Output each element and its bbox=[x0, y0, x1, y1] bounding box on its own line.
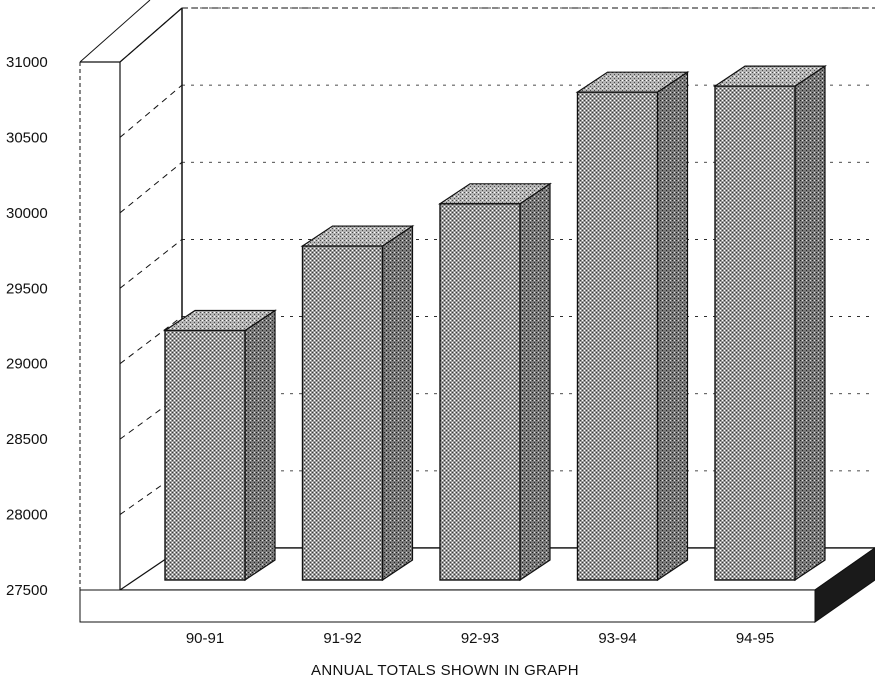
x-category-label: 93-94 bbox=[598, 630, 636, 647]
y-tick-label: 29500 bbox=[6, 280, 48, 297]
bar-front bbox=[576, 91, 659, 581]
x-category-label: 92-93 bbox=[461, 630, 499, 647]
bar-side bbox=[244, 309, 276, 582]
x-category-label: 91-92 bbox=[323, 630, 361, 647]
x-axis-title: ANNUAL TOTALS SHOWN IN GRAPH bbox=[311, 662, 579, 679]
gridline-left-wall bbox=[119, 7, 183, 63]
bar-front bbox=[714, 85, 796, 581]
y-axis-ticks: 27500 28000 28500 29000 29500 30000 30500 31000 bbox=[6, 54, 48, 599]
gridline-left-wall bbox=[119, 470, 183, 515]
bar bbox=[163, 309, 277, 582]
y-tick-label: 31000 bbox=[6, 54, 48, 71]
y-tick-label: 30500 bbox=[6, 129, 48, 146]
y-tick-label: 30000 bbox=[6, 205, 48, 222]
gridline-left-wall bbox=[119, 393, 183, 440]
floor-front-face bbox=[79, 589, 816, 623]
bar bbox=[713, 65, 827, 582]
y-tick-label: 28500 bbox=[6, 431, 48, 448]
bar bbox=[438, 182, 552, 582]
x-category-label: 94-95 bbox=[736, 630, 774, 647]
gridline-left-wall bbox=[119, 239, 183, 289]
bar-side bbox=[656, 71, 689, 582]
gridline-left-wall bbox=[119, 316, 183, 365]
bar-front bbox=[164, 329, 246, 581]
y-tick-label: 28000 bbox=[6, 507, 48, 524]
bar-side bbox=[794, 65, 826, 582]
x-axis-categories: 90-91 91-92 92-93 93-94 94-95 bbox=[186, 630, 774, 647]
gridline-left-wall bbox=[119, 84, 183, 138]
bar-side bbox=[519, 182, 551, 582]
bars bbox=[163, 65, 827, 582]
bar bbox=[575, 71, 690, 582]
y-tick-label: 29000 bbox=[6, 356, 48, 373]
floor-side-face bbox=[814, 547, 875, 623]
left-wall-top-slant bbox=[79, 0, 151, 63]
x-category-label: 90-91 bbox=[186, 630, 224, 647]
bar-side bbox=[381, 224, 414, 582]
bar-front bbox=[301, 245, 384, 581]
y-tick-label: 27500 bbox=[6, 582, 48, 599]
gridline-left-wall bbox=[119, 161, 183, 214]
bar bbox=[300, 224, 415, 582]
bar-front bbox=[439, 203, 521, 581]
left-wall bbox=[80, 7, 183, 63]
